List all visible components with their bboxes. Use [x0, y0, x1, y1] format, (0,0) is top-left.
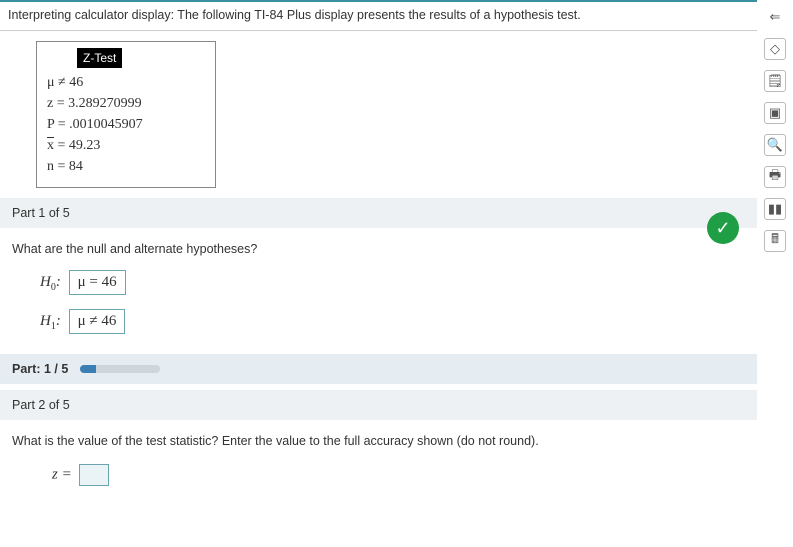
progress-track	[80, 365, 160, 373]
calculator-display: Z-Test μ ≠ 46 z = 3.289270999 P = .00100…	[36, 41, 216, 188]
ebook-icon[interactable]: ▣	[764, 102, 786, 124]
part1-question: What are the null and alternate hypothes…	[12, 242, 745, 256]
part1-header: Part 1 of 5 ✓	[0, 198, 757, 228]
alternate-hypothesis-row: H1: μ ≠ 46	[40, 309, 745, 334]
tutor-icon[interactable]: 🔍	[764, 134, 786, 156]
null-hypothesis-row: H0: μ = 46	[40, 270, 745, 295]
collapse-icon[interactable]: ⇐	[764, 6, 786, 28]
xbar-symbol: x	[47, 135, 54, 156]
calc-n-line: n = 84	[47, 156, 205, 177]
z-input[interactable]	[79, 464, 109, 486]
calc-p-line: P = .0010045907	[47, 114, 205, 135]
problem-intro: Interpreting calculator display: The fol…	[0, 0, 757, 31]
calc-z-line: z = 3.289270999	[47, 93, 205, 114]
part2-header: Part 2 of 5	[0, 390, 757, 420]
part2-body: What is the value of the test statistic?…	[0, 420, 757, 506]
calc-xbar-line: x = 49.23	[47, 135, 205, 156]
z-label: z =	[52, 466, 72, 482]
print-icon[interactable]: 🖶	[764, 166, 786, 188]
notes-icon[interactable]: 🗒	[764, 70, 786, 92]
calc-mu-line: μ ≠ 46	[47, 72, 205, 93]
h1-answer-box[interactable]: μ ≠ 46	[69, 309, 126, 334]
stats-icon[interactable]: ▮▮	[764, 198, 786, 220]
tool-sidebar: ⇐ ◇ 🗒 ▣ 🔍 🖶 ▮▮ 🖩	[757, 0, 793, 252]
nav-icon[interactable]: ◇	[764, 38, 786, 60]
z-input-row: z =	[52, 464, 745, 486]
progress-fill	[80, 365, 96, 373]
progress-label: Part: 1 / 5	[12, 362, 68, 376]
calculator-icon[interactable]: 🖩	[764, 230, 786, 252]
correct-check-icon: ✓	[707, 212, 739, 244]
calc-title: Z-Test	[77, 48, 122, 68]
progress-row: Part: 1 / 5	[0, 354, 757, 384]
h0-answer-box[interactable]: μ = 46	[69, 270, 126, 295]
main-content: Interpreting calculator display: The fol…	[0, 0, 757, 506]
part1-body: What are the null and alternate hypothes…	[0, 228, 757, 354]
part2-question: What is the value of the test statistic?…	[12, 434, 745, 448]
